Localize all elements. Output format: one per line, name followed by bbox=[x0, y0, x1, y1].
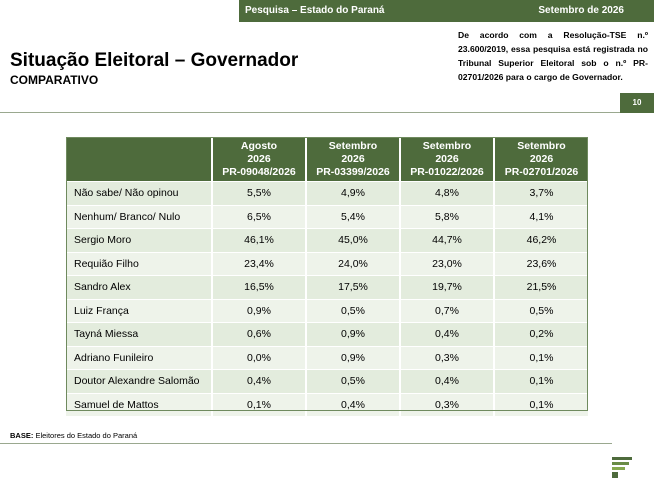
table-cell: 44,7% bbox=[399, 228, 494, 252]
table-cell: 3,7% bbox=[493, 181, 588, 205]
row-label: Sandro Alex bbox=[66, 275, 212, 299]
table-row: Sandro Alex 16,5% 17,5% 19,7% 21,5% bbox=[66, 275, 588, 299]
col-1-year: 2026 bbox=[247, 152, 271, 165]
col-2-year: 2026 bbox=[341, 152, 365, 165]
table-cell: 0,9% bbox=[305, 345, 400, 370]
table-cell: 0,9% bbox=[211, 298, 306, 323]
row-label: Não sabe/ Não opinou bbox=[66, 181, 212, 205]
table-cell: 0,0% bbox=[211, 345, 306, 370]
col-2-registration: PR-03399/2026 bbox=[316, 165, 390, 178]
table-cell: 0,1% bbox=[493, 345, 588, 370]
table-cell: 17,5% bbox=[305, 275, 400, 299]
col-4-month: Setembro bbox=[517, 139, 566, 152]
row-label: Sergio Moro bbox=[66, 228, 212, 252]
col-1-registration: PR-09048/2026 bbox=[222, 165, 296, 178]
col-3-registration: PR-01022/2026 bbox=[410, 165, 484, 178]
col-4-year: 2026 bbox=[529, 152, 554, 165]
table-cell: 0,5% bbox=[493, 298, 588, 323]
table-cell: 0,2% bbox=[493, 322, 588, 346]
table-cell: 4,8% bbox=[399, 181, 494, 205]
page-title: Situação Eleitoral – Governador bbox=[10, 50, 299, 71]
table-header-row: Agosto 2026 PR-09048/2026 Setembro 2026 … bbox=[66, 137, 588, 182]
bottom-divider bbox=[0, 443, 612, 444]
table-header-blank bbox=[66, 137, 212, 182]
table-cell: 0,1% bbox=[493, 392, 588, 416]
table-row: Não sabe/ Não opinou 5,5% 4,9% 4,8% 3,7% bbox=[66, 181, 588, 205]
table-cell: 5,5% bbox=[211, 181, 306, 205]
table-row: Luiz França 0,9% 0,5% 0,7% 0,5% bbox=[66, 298, 588, 323]
top-divider bbox=[0, 112, 620, 113]
table-cell: 0,7% bbox=[399, 298, 494, 323]
table-header-col-3: Setembro 2026 PR-01022/2026 bbox=[399, 137, 494, 182]
table-row: Doutor Alexandre Salomão 0,4% 0,5% 0,4% … bbox=[66, 369, 588, 393]
table-header-col-2: Setembro 2026 PR-03399/2026 bbox=[305, 137, 400, 182]
row-label: Samuel de Mattos bbox=[66, 392, 212, 416]
table-cell: 23,4% bbox=[211, 251, 306, 276]
table-cell: 6,5% bbox=[211, 204, 306, 229]
table-cell: 0,4% bbox=[211, 369, 306, 393]
table-cell: 23,6% bbox=[493, 251, 588, 276]
table-cell: 46,1% bbox=[211, 228, 306, 252]
row-label: Doutor Alexandre Salomão bbox=[66, 369, 212, 393]
table-cell: 0,4% bbox=[399, 369, 494, 393]
table-cell: 0,9% bbox=[305, 322, 400, 346]
table-cell: 4,9% bbox=[305, 181, 400, 205]
base-footnote: BASE: Eleitores do Estado do Paraná bbox=[10, 431, 137, 440]
header-survey-label: Pesquisa – Estado do Paraná bbox=[245, 5, 385, 16]
table-cell: 46,2% bbox=[493, 228, 588, 252]
table-cell: 0,4% bbox=[399, 322, 494, 346]
institute-logo-icon bbox=[612, 457, 632, 478]
header-date-label: Setembro de 2026 bbox=[538, 5, 624, 16]
table-row: Nenhum/ Branco/ Nulo 6,5% 5,4% 5,8% 4,1% bbox=[66, 204, 588, 229]
col-3-month: Setembro bbox=[422, 139, 472, 152]
row-label: Luiz França bbox=[66, 298, 212, 323]
table-row: Sergio Moro 46,1% 45,0% 44,7% 46,2% bbox=[66, 228, 588, 252]
row-label: Adriano Funileiro bbox=[66, 345, 212, 370]
table-cell: 0,4% bbox=[305, 392, 400, 416]
col-1-month: Agosto bbox=[240, 139, 278, 152]
table-cell: 24,0% bbox=[305, 251, 400, 276]
table-row: Adriano Funileiro 0,0% 0,9% 0,3% 0,1% bbox=[66, 345, 588, 370]
registration-note: De acordo com a Resolução-TSE n.º 23.600… bbox=[458, 30, 648, 82]
table-cell: 21,5% bbox=[493, 275, 588, 299]
table-cell: 0,5% bbox=[305, 369, 400, 393]
col-2-month: Setembro bbox=[328, 139, 378, 152]
row-label: Requião Filho bbox=[66, 251, 212, 276]
table-cell: 0,5% bbox=[305, 298, 400, 323]
col-3-year: 2026 bbox=[435, 152, 459, 165]
table-cell: 23,0% bbox=[399, 251, 494, 276]
table-header-col-1: Agosto 2026 PR-09048/2026 bbox=[211, 137, 306, 182]
base-label: BASE: bbox=[10, 431, 34, 440]
row-label: Nenhum/ Branco/ Nulo bbox=[66, 204, 212, 229]
table-row: Tayná Miessa 0,6% 0,9% 0,4% 0,2% bbox=[66, 322, 588, 346]
base-text: Eleitores do Estado do Paraná bbox=[35, 431, 138, 440]
page-number: 10 bbox=[620, 93, 654, 113]
table-cell: 0,1% bbox=[211, 392, 306, 416]
table-row: Samuel de Mattos 0,1% 0,4% 0,3% 0,1% bbox=[66, 392, 588, 416]
table-row: Requião Filho 23,4% 24,0% 23,0% 23,6% bbox=[66, 251, 588, 276]
table-cell: 5,8% bbox=[399, 204, 494, 229]
table-cell: 45,0% bbox=[305, 228, 400, 252]
table-cell: 0,3% bbox=[399, 345, 494, 370]
table-cell: 0,6% bbox=[211, 322, 306, 346]
col-4-registration: PR-02701/2026 bbox=[504, 165, 579, 178]
table-cell: 5,4% bbox=[305, 204, 400, 229]
row-label: Tayná Miessa bbox=[66, 322, 212, 346]
table-cell: 16,5% bbox=[211, 275, 306, 299]
table-cell: 19,7% bbox=[399, 275, 494, 299]
header-bar: Pesquisa – Estado do Paraná Setembro de … bbox=[239, 0, 654, 22]
table-cell: 4,1% bbox=[493, 204, 588, 229]
table-cell: 0,3% bbox=[399, 392, 494, 416]
results-table: Agosto 2026 PR-09048/2026 Setembro 2026 … bbox=[66, 137, 588, 416]
table-cell: 0,1% bbox=[493, 369, 588, 393]
table-header-col-4: Setembro 2026 PR-02701/2026 bbox=[493, 137, 588, 182]
page-subtitle: COMPARATIVO bbox=[10, 73, 99, 87]
